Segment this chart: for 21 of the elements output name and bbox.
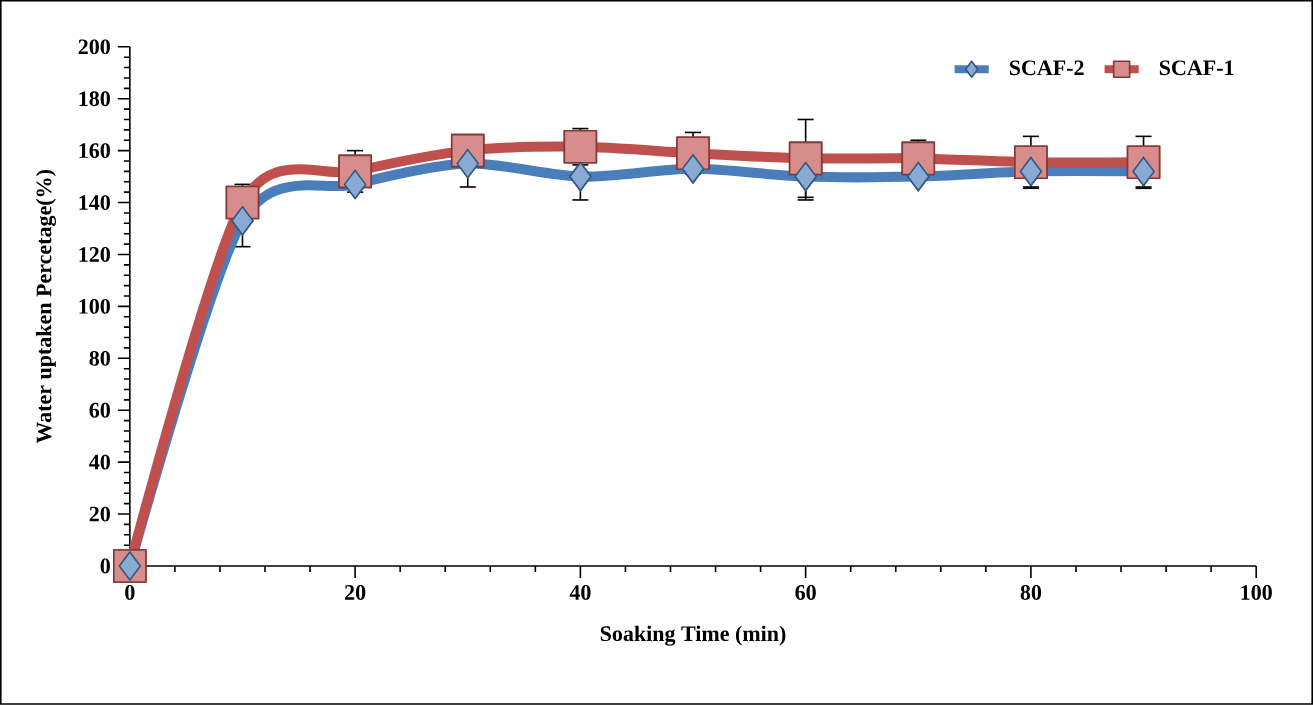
y-tick-label: 20 [89,506,110,522]
x-tick-label: 100 [1241,585,1272,600]
x-tick-label: 0 [125,585,135,600]
x-tick-label: 60 [795,585,816,600]
y-tick-label: 140 [79,195,110,211]
x-axis-title: Soaking Time (min) [600,625,786,646]
legend-label: SCAF-2 [1009,60,1084,76]
y-tick-label: 200 [78,39,110,55]
y-axis-title: Water uptaken Percetage(%) [35,170,57,444]
legend-label: SCAF-1 [1159,60,1234,76]
y-tick-label: 80 [89,350,110,366]
x-tick-label: 80 [1020,585,1042,600]
y-tick-label: 160 [79,143,110,159]
y-tick-label: 0 [100,558,110,574]
y-tick-label: 60 [89,402,110,418]
x-tick-label: 40 [569,585,591,600]
y-tick-label: 40 [89,454,110,470]
x-tick-label: 20 [345,585,366,600]
y-tick-label: 100 [79,299,110,314]
y-tick-label: 180 [79,91,110,107]
y-tick-label: 120 [79,247,110,262]
